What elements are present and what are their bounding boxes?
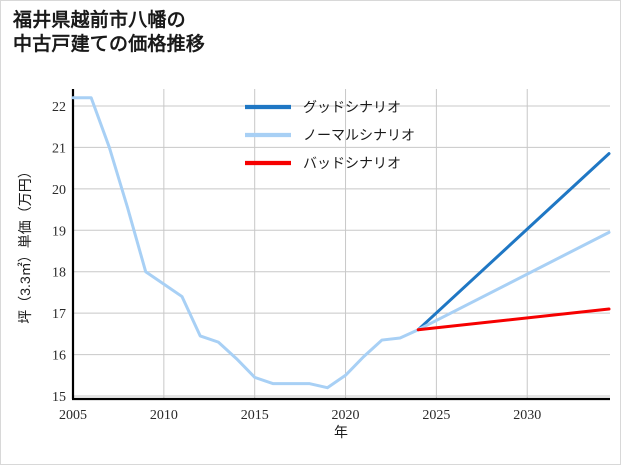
y-tick-label: 19 — [52, 224, 66, 239]
y-axis-title: 坪（3.3㎡）単価（万円） — [17, 164, 33, 323]
legend-label: バッドシナリオ — [303, 155, 401, 171]
y-tick-label: 21 — [52, 141, 66, 156]
y-tick-label: 15 — [52, 390, 66, 405]
x-tick-label: 2020 — [332, 408, 360, 423]
legend-label: ノーマルシナリオ — [303, 127, 415, 143]
x-tick-labels: 2005 2010 2015 2020 2025 2030 — [59, 408, 541, 423]
chart-title: 福井県越前市八幡の 中古戸建ての価格推移 — [13, 10, 206, 56]
x-tick-label: 2010 — [150, 408, 178, 423]
x-gridlines — [72, 89, 528, 399]
series-line-グッドシナリオ — [416, 152, 611, 332]
y-tick-label: 20 — [52, 183, 66, 198]
y-tick-labels: 15 16 17 18 19 20 21 22 — [52, 100, 66, 405]
x-tick-label: 2005 — [59, 408, 87, 423]
x-tick-label: 2030 — [513, 408, 541, 423]
series-line-バッドシナリオ — [416, 307, 611, 332]
y-tick-label: 22 — [52, 100, 66, 115]
y-gridlines — [73, 105, 610, 397]
legend-label: グッドシナリオ — [303, 99, 401, 115]
x-axis-title: 年 — [334, 424, 348, 440]
y-tick-label: 16 — [52, 349, 66, 364]
y-tick-label: 18 — [52, 266, 66, 281]
data-series-group — [71, 96, 611, 390]
series-line-ノーマルシナリオ — [71, 96, 611, 390]
x-tick-label: 2025 — [422, 408, 450, 423]
x-tick-label: 2015 — [241, 408, 269, 423]
y-tick-label: 17 — [52, 307, 66, 322]
